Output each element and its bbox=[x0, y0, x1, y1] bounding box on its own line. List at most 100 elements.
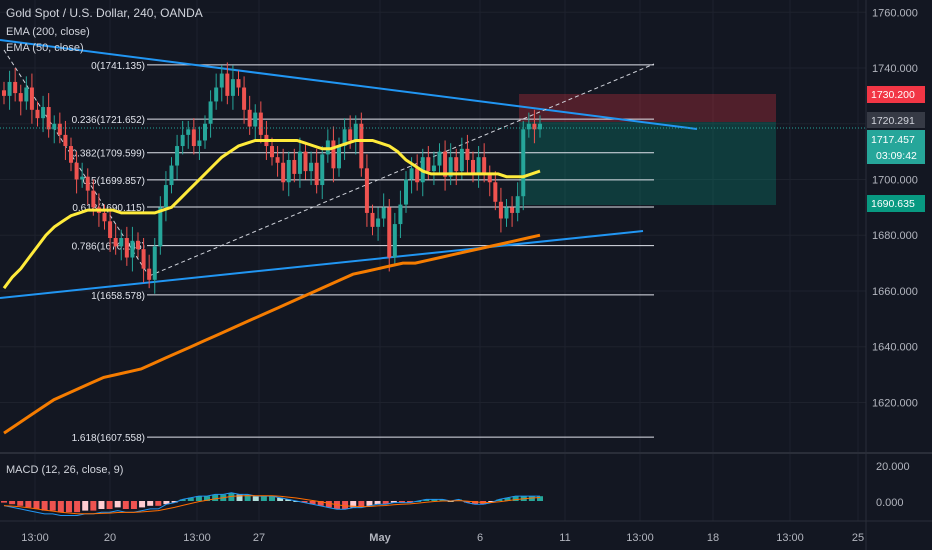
macd-bar bbox=[212, 494, 219, 501]
macd-bar bbox=[488, 501, 495, 503]
time-tick-label: 20 bbox=[104, 532, 116, 544]
macd-bar bbox=[9, 501, 16, 505]
candle-body bbox=[136, 240, 140, 250]
candle-body bbox=[398, 204, 403, 225]
ema-50-legend[interactable]: EMA (50, close) bbox=[6, 42, 84, 54]
macd-bar bbox=[301, 501, 308, 503]
candle-body bbox=[124, 238, 129, 258]
time-tick-label: 13:00 bbox=[21, 532, 49, 544]
candle-body bbox=[521, 129, 526, 197]
candle-body bbox=[180, 134, 185, 147]
macd-bar bbox=[277, 497, 284, 501]
candle-body bbox=[526, 123, 531, 130]
svg-text:1690.635: 1690.635 bbox=[871, 198, 915, 210]
candle-body bbox=[214, 87, 219, 102]
candle-body bbox=[476, 157, 481, 174]
candle-body bbox=[309, 162, 314, 172]
macd-tick-label: 0.000 bbox=[876, 497, 904, 509]
ema-200-legend[interactable]: EMA (200, close) bbox=[6, 26, 90, 38]
time-tick-label: 25 bbox=[852, 532, 864, 544]
macd-bar bbox=[309, 501, 316, 505]
candle-body bbox=[80, 176, 85, 180]
candle-body bbox=[364, 168, 369, 213]
macd-bar bbox=[366, 501, 373, 506]
candle-body bbox=[152, 246, 157, 280]
candle-body bbox=[471, 159, 475, 174]
macd-bar bbox=[374, 501, 381, 505]
candle-body bbox=[113, 238, 118, 247]
lower-trendline[interactable] bbox=[0, 230, 644, 299]
candles bbox=[2, 62, 542, 294]
macd-bar bbox=[390, 501, 397, 503]
macd-bar bbox=[163, 501, 170, 505]
macd-bar bbox=[82, 501, 89, 511]
macd-bar bbox=[122, 501, 129, 509]
candle-body bbox=[504, 207, 509, 219]
macd-bar bbox=[285, 499, 292, 501]
candle-body bbox=[532, 123, 537, 130]
macd-axis[interactable]: 20.000 0.000 bbox=[876, 461, 910, 509]
macd-bar bbox=[252, 496, 259, 501]
current-price-tag: 1717.457 03:09:42 bbox=[867, 130, 925, 164]
macd-bar bbox=[90, 501, 97, 511]
macd-bar bbox=[139, 501, 146, 508]
candle-body bbox=[147, 268, 152, 280]
time-tick-label: 13:00 bbox=[776, 532, 804, 544]
candle-body bbox=[41, 107, 46, 119]
candle-body bbox=[253, 112, 258, 127]
macd-bar bbox=[49, 501, 56, 511]
macd-bar bbox=[358, 501, 365, 508]
candle-body bbox=[286, 159, 291, 183]
macd-legend[interactable]: MACD (12, 26, close, 9) bbox=[6, 464, 124, 476]
candle-body bbox=[169, 165, 174, 186]
macd-bar bbox=[317, 501, 324, 506]
price-tick-label: 1680.000 bbox=[872, 230, 918, 242]
macd-bar bbox=[106, 501, 113, 509]
candle-body bbox=[225, 73, 230, 96]
fib-level-label: 0.236(1721.652) bbox=[72, 115, 145, 126]
target-price-tag: 1690.635 bbox=[867, 195, 925, 212]
candle-body bbox=[448, 157, 453, 177]
fibonacci-retracement[interactable]: 0(1741.135) 0.236(1721.652) 0.382(1709.599… bbox=[72, 61, 654, 444]
candle-body bbox=[510, 207, 515, 213]
candle-body bbox=[191, 129, 196, 147]
candle-body bbox=[292, 159, 297, 174]
macd-bar bbox=[228, 493, 235, 501]
candle-body bbox=[242, 87, 247, 110]
candle-body bbox=[29, 87, 34, 110]
fib-level-label: 0.382(1709.599) bbox=[72, 149, 145, 160]
candle-body bbox=[236, 79, 241, 88]
candle-body bbox=[141, 249, 146, 269]
macd-bar bbox=[236, 494, 243, 501]
candle-body bbox=[24, 87, 29, 102]
candle-body bbox=[303, 151, 308, 172]
candle-body bbox=[2, 90, 6, 96]
macd-bar bbox=[187, 497, 194, 501]
take-profit-zone[interactable] bbox=[519, 122, 776, 205]
price-tick-label: 1740.000 bbox=[872, 63, 918, 75]
time-axis[interactable]: 13:00 20 13:00 27 May 6 11 13:00 18 13:00 25 bbox=[21, 532, 864, 544]
stop-loss-zone[interactable] bbox=[519, 94, 776, 122]
chart-title: Gold Spot / U.S. Dollar, 240, OANDA bbox=[6, 6, 203, 20]
candle-body bbox=[258, 112, 263, 135]
fib-level-label: 1.618(1607.558) bbox=[72, 433, 145, 444]
candle-body bbox=[437, 151, 442, 166]
macd-bar bbox=[463, 501, 470, 503]
upper-trendline[interactable] bbox=[0, 39, 698, 130]
candle-body bbox=[158, 207, 163, 247]
candle-body bbox=[186, 129, 191, 135]
macd-bar bbox=[439, 499, 446, 501]
candle-body bbox=[297, 151, 302, 174]
macd-bar bbox=[423, 499, 430, 501]
candle-body bbox=[219, 73, 224, 88]
candle-body bbox=[493, 182, 498, 202]
candle-body bbox=[498, 201, 503, 219]
ema-200-line bbox=[3, 233, 541, 435]
candle-body bbox=[454, 157, 459, 172]
candle-body bbox=[387, 207, 392, 258]
time-tick-label: 13:00 bbox=[183, 532, 211, 544]
candle-body bbox=[370, 212, 375, 227]
macd-bar bbox=[269, 496, 275, 501]
candle-body bbox=[57, 123, 62, 135]
